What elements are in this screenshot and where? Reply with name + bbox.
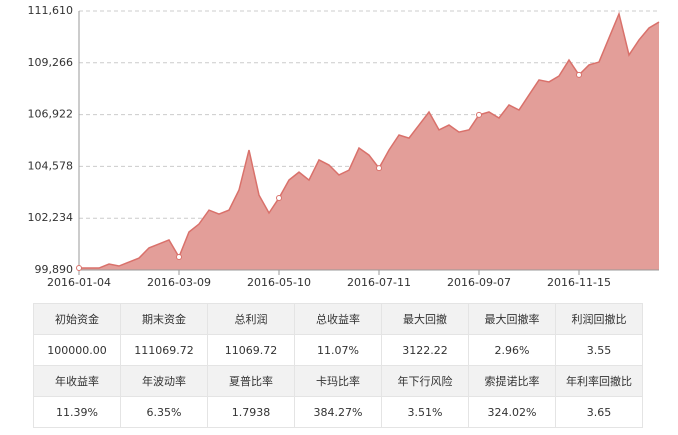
- table-cell: 324.02%: [468, 396, 556, 428]
- table-cell: 100000.00: [33, 334, 121, 366]
- area: [79, 13, 659, 271]
- y-tick-label: 102,234: [28, 211, 74, 224]
- table-header: 年利率回撤比: [555, 365, 643, 397]
- x-tick-label: 2016-05-10: [247, 276, 311, 289]
- table-cell: 11.39%: [33, 396, 121, 428]
- stats-table: 初始资金 期末资金 总利润 总收益率 最大回撤 最大回撤率 利润回撤比 100000.00 11…: [33, 303, 643, 428]
- point-marker: [176, 253, 182, 260]
- point-marker: [276, 194, 282, 201]
- table-cell: 11.07%: [294, 334, 382, 366]
- y-tick-label: 106,922: [28, 108, 74, 121]
- table-header: 年波动率: [120, 365, 208, 397]
- table-cell: 3.65: [555, 396, 643, 428]
- table-row: 初始资金 期末资金 总利润 总收益率 最大回撤 最大回撤率 利润回撤比: [33, 303, 643, 335]
- table-header: 利润回撤比: [555, 303, 643, 335]
- x-tick-label: 2016-01-04: [47, 276, 111, 289]
- point-marker: [576, 71, 582, 78]
- chart: 99,890 102,234 104,578 106,922 109,266 111,61…: [28, 4, 660, 289]
- table-header: 年收益率: [33, 365, 121, 397]
- y-tick-label: 111,610: [28, 4, 74, 17]
- table-cell: 6.35%: [120, 396, 208, 428]
- table-header: 最大回撤率: [468, 303, 556, 335]
- table-header: 最大回撤: [381, 303, 469, 335]
- table-cell: 111069.72: [120, 334, 208, 366]
- x-tick-label: 2016-11-15: [547, 276, 611, 289]
- table-header: 初始资金: [33, 303, 121, 335]
- point-marker: [476, 111, 482, 118]
- y-tick-label: 99,890: [35, 263, 74, 276]
- table-cell: 11069.72: [207, 334, 295, 366]
- table-header: 索提诺比率: [468, 365, 556, 397]
- point-marker: [376, 165, 382, 172]
- table-header: 总利润: [207, 303, 295, 335]
- table-header: 卡玛比率: [294, 365, 382, 397]
- y-tick-label: 104,578: [28, 159, 74, 172]
- table-row: 100000.00 111069.72 11069.72 11.07% 3122.22 2…: [33, 334, 643, 366]
- line: [79, 11, 660, 269]
- table-header: 期末资金: [120, 303, 208, 335]
- table-cell: 3122.22: [381, 334, 469, 366]
- y-tick-label: 109,266: [28, 56, 74, 69]
- table-header: 年下行风险: [381, 365, 469, 397]
- x-tick-label: 2016-03-09: [147, 276, 211, 289]
- x-tick-label: 2016-09-07: [447, 276, 511, 289]
- table-cell: 1.7938: [207, 396, 295, 428]
- x-tick-label: 2016-07-11: [347, 276, 411, 289]
- table-cell: 3.51%: [381, 396, 469, 428]
- table-row: 11.39% 6.35% 1.7938 384.27% 3.51% 324.02% 3.65: [33, 396, 643, 428]
- table-cell: 2.96%: [468, 334, 556, 366]
- table-cell: 384.27%: [294, 396, 382, 428]
- table-cell: 3.55: [555, 334, 643, 366]
- table-header: 总收益率: [294, 303, 382, 335]
- table-header: 夏普比率: [207, 365, 295, 397]
- point-marker: [76, 265, 82, 272]
- table-row: 年收益率 年波动率 夏普比率 卡玛比率 年下行风险 索提诺比率 年利率回撤比: [33, 365, 643, 397]
